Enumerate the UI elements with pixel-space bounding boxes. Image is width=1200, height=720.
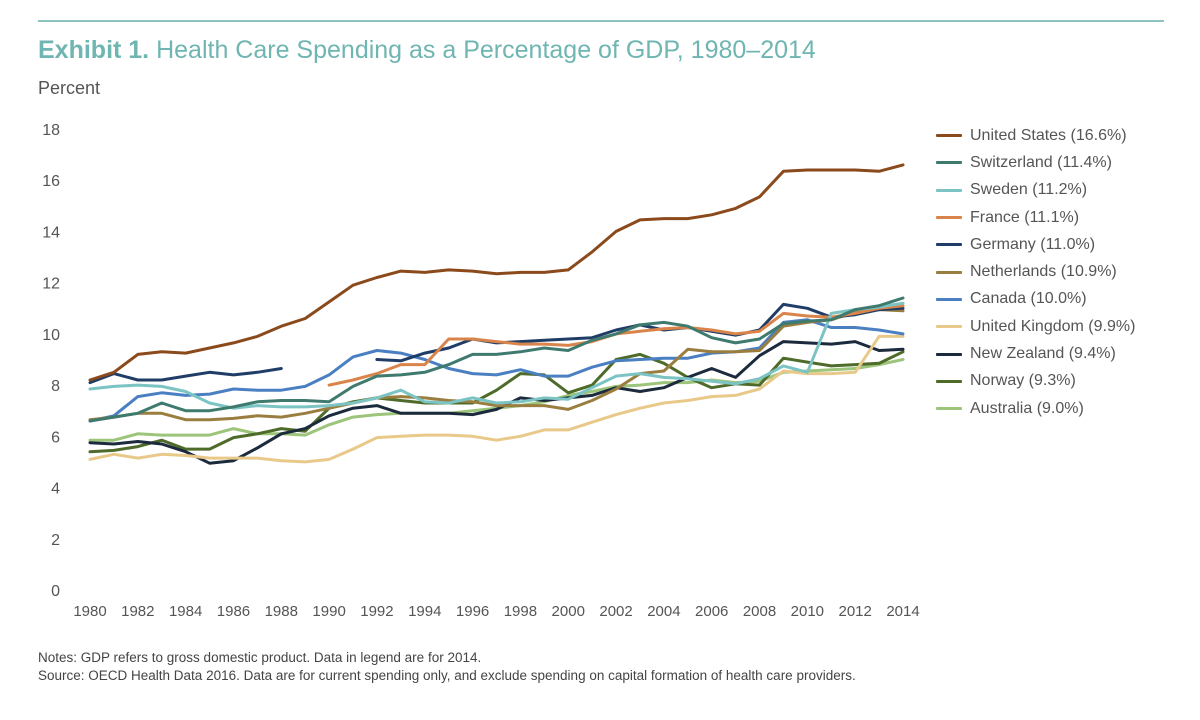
legend-swatch — [936, 243, 962, 247]
legend-item: Australia (9.0%) — [936, 395, 1135, 422]
legend-item: New Zealand (9.4%) — [936, 340, 1135, 367]
x-tick-label: 2000 — [552, 603, 585, 620]
series-line — [88, 163, 905, 382]
chart-title: Exhibit 1. Health Care Spending as a Per… — [38, 36, 816, 65]
y-tick-label: 14 — [42, 224, 60, 241]
legend-item: United States (16.6%) — [936, 122, 1135, 149]
legend-label: Germany (11.0%) — [970, 235, 1096, 253]
x-tick-label: 2008 — [743, 603, 776, 620]
x-tick-label: 1982 — [121, 603, 154, 620]
legend-label: Switzerland (11.4%) — [970, 153, 1112, 171]
series-line — [88, 308, 905, 422]
series-line — [88, 367, 283, 385]
y-tick-label: 4 — [51, 481, 60, 498]
legend-swatch — [936, 188, 962, 192]
legend-item: Norway (9.3%) — [936, 368, 1135, 395]
x-tick-label: 1996 — [456, 603, 489, 620]
legend-item: Switzerland (11.4%) — [936, 149, 1135, 176]
x-tick-label: 1992 — [360, 603, 393, 620]
legend-swatch — [936, 352, 962, 356]
legend-swatch — [936, 161, 962, 165]
legend-swatch — [936, 297, 962, 301]
chart-title-text: Health Care Spending as a Percentage of … — [149, 36, 816, 64]
legend-label: United Kingdom (9.9%) — [970, 317, 1136, 335]
y-tick-label: 6 — [51, 429, 60, 446]
x-tick-label: 2002 — [599, 603, 632, 620]
legend-item: Netherlands (10.9%) — [936, 258, 1135, 285]
y-tick-label: 0 — [51, 583, 60, 600]
x-tick-label: 1986 — [217, 603, 250, 620]
legend-label: France (11.1%) — [970, 208, 1080, 226]
series-line — [88, 318, 905, 423]
top-rule — [38, 20, 1164, 22]
x-tick-label: 1980 — [73, 603, 106, 620]
y-axis: 0 2 4 6 8 10 12 14 16 18 — [42, 122, 60, 600]
legend-item: Sweden (11.2%) — [936, 177, 1135, 204]
x-axis: 1980 1982 1984 1986 1988 1990 1992 1994 1996 1998… — [73, 603, 919, 620]
legend-label: New Zealand (9.4%) — [970, 345, 1116, 363]
y-tick-label: 8 — [51, 378, 60, 395]
x-tick-label: 1994 — [408, 603, 441, 620]
legend-label: Australia (9.0%) — [970, 399, 1084, 417]
series-line — [88, 334, 905, 464]
legend-label: Canada (10.0%) — [970, 290, 1087, 308]
exhibit-label: Exhibit 1. — [38, 36, 150, 64]
x-tick-label: 2006 — [695, 603, 728, 620]
y-tick-label: 2 — [51, 532, 60, 549]
legend-item: Germany (11.0%) — [936, 231, 1135, 258]
y-tick-label: 18 — [42, 122, 60, 139]
y-tick-label: 12 — [42, 276, 60, 293]
x-tick-label: 2012 — [838, 603, 871, 620]
x-tick-label: 1990 — [312, 603, 345, 620]
legend-swatch — [936, 134, 962, 138]
series-line — [88, 340, 905, 465]
legend: United States (16.6%) Switzerland (11.4%)… — [936, 122, 1135, 422]
y-tick-label: 10 — [42, 327, 60, 344]
source-line: Source: OECD Health Data 2016. Data are … — [38, 668, 856, 683]
x-tick-label: 2014 — [886, 603, 919, 620]
legend-swatch — [936, 325, 962, 329]
legend-label: Netherlands (10.9%) — [970, 263, 1117, 281]
series-lines — [88, 163, 905, 465]
x-tick-label: 1984 — [169, 603, 202, 620]
notes-line: Notes: GDP refers to gross domestic prod… — [38, 650, 482, 665]
legend-item: Canada (10.0%) — [936, 286, 1135, 313]
legend-label: Norway (9.3%) — [970, 372, 1076, 390]
legend-swatch — [936, 379, 962, 383]
series-line — [88, 301, 905, 410]
x-tick-label: 1998 — [504, 603, 537, 620]
x-tick-label: 1988 — [265, 603, 298, 620]
x-tick-label: 2010 — [791, 603, 824, 620]
legend-swatch — [936, 216, 962, 220]
series-line — [88, 296, 905, 423]
legend-label: Sweden (11.2%) — [970, 181, 1088, 199]
x-tick-label: 2004 — [647, 603, 680, 620]
notes: Notes: GDP refers to gross domestic prod… — [38, 649, 856, 685]
legend-item: France (11.1%) — [936, 204, 1135, 231]
legend-label: United States (16.6%) — [970, 126, 1127, 144]
y-axis-label: Percent — [38, 78, 101, 98]
y-tick-label: 16 — [42, 173, 60, 190]
legend-swatch — [936, 270, 962, 274]
legend-swatch — [936, 407, 962, 411]
legend-item: United Kingdom (9.9%) — [936, 313, 1135, 340]
